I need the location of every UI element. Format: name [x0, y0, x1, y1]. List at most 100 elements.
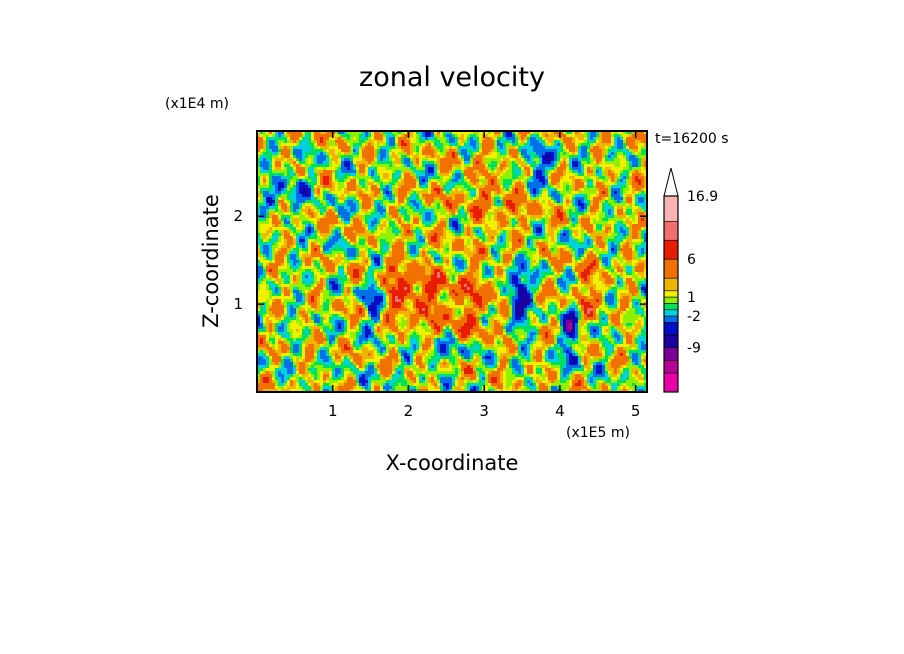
heatmap-cell [623, 284, 627, 288]
heatmap-cell [458, 158, 462, 162]
heatmap-cell [389, 149, 393, 153]
heatmap-cell [614, 170, 621, 174]
heatmap-cell [353, 305, 357, 309]
heatmap-cell [497, 284, 510, 288]
heatmap-cell [308, 242, 312, 246]
heatmap-cell [563, 176, 570, 180]
heatmap-cell [608, 263, 612, 267]
heatmap-cell [533, 296, 537, 300]
heatmap-cell [638, 260, 647, 264]
heatmap-cell [542, 143, 546, 147]
heatmap-cell [323, 212, 327, 216]
heatmap-cell [326, 266, 336, 270]
heatmap-cell [287, 251, 291, 255]
heatmap-cell [407, 230, 411, 234]
heatmap-cell [617, 269, 624, 273]
heatmap-cell [263, 203, 267, 207]
heatmap-cell [611, 185, 621, 189]
heatmap-cell [581, 305, 585, 309]
heatmap-cell [344, 260, 351, 264]
heatmap-cell [440, 218, 447, 222]
heatmap-cell [644, 218, 647, 222]
heatmap-cell [527, 191, 531, 195]
heatmap-cell [617, 143, 624, 147]
heatmap-cell [497, 137, 504, 141]
heatmap-cell [536, 296, 546, 300]
heatmap-cell [524, 206, 528, 210]
heatmap-cell [614, 209, 618, 213]
heatmap-cell [569, 167, 573, 171]
heatmap-cell [335, 182, 339, 186]
heatmap-cell [470, 287, 474, 291]
heatmap-cell [491, 215, 495, 219]
heatmap-cell [602, 131, 612, 135]
heatmap-cell [467, 182, 471, 186]
heatmap-cell [269, 212, 276, 216]
heatmap-cell [599, 200, 603, 204]
heatmap-cell [446, 140, 450, 144]
heatmap-cell [509, 260, 513, 264]
heatmap-cell [293, 296, 297, 300]
heatmap-cell [548, 266, 552, 270]
heatmap-cell [599, 260, 603, 264]
heatmap-cell [599, 146, 606, 150]
heatmap-cell [473, 245, 477, 249]
heatmap-cell [506, 239, 510, 243]
heatmap-cell [449, 287, 462, 291]
heatmap-cell [434, 212, 438, 216]
heatmap-cell [335, 209, 339, 213]
heatmap-cell [467, 266, 471, 270]
heatmap-cell [617, 233, 621, 237]
heatmap-cell [590, 251, 594, 255]
heatmap-cell [353, 158, 363, 162]
heatmap-cell [473, 182, 477, 186]
heatmap-cell [296, 188, 300, 192]
heatmap-cell [404, 230, 408, 234]
heatmap-cell [305, 179, 309, 183]
heatmap-cell [407, 305, 414, 309]
heatmap-cell [551, 248, 555, 252]
heatmap-cell [416, 281, 423, 285]
heatmap-cell [317, 269, 321, 273]
heatmap-cell [602, 236, 606, 240]
heatmap-cell [539, 290, 543, 294]
heatmap-cell [395, 191, 399, 195]
heatmap-cell [383, 299, 387, 303]
heatmap-cell [563, 158, 567, 162]
heatmap-cell [320, 146, 330, 150]
heatmap-cell [350, 191, 357, 195]
heatmap-cell [503, 257, 513, 261]
heatmap-cell [272, 251, 276, 255]
heatmap-cell [278, 218, 282, 222]
heatmap-cell [500, 188, 504, 192]
heatmap-cell [596, 299, 600, 303]
heatmap-cell [344, 185, 348, 189]
heatmap-cell [602, 149, 606, 153]
heatmap-cell [395, 185, 399, 189]
heatmap-cell [545, 281, 555, 285]
heatmap-cell [608, 302, 615, 306]
heatmap-cell [512, 260, 516, 264]
heatmap-cell [449, 173, 453, 177]
heatmap-cell [518, 176, 525, 180]
heatmap-cell [263, 218, 267, 222]
heatmap-cell [596, 239, 603, 243]
heatmap-cell [608, 245, 612, 249]
heatmap-cell [533, 158, 540, 162]
heatmap-cell [458, 224, 462, 228]
heatmap-cell [458, 188, 462, 192]
heatmap-cell [545, 224, 549, 228]
heatmap-cell [464, 227, 468, 231]
heatmap-cell [341, 293, 345, 297]
heatmap-cell [329, 164, 333, 168]
heatmap-cell [626, 206, 633, 210]
heatmap-cell [467, 233, 471, 237]
heatmap-cell [524, 245, 528, 249]
heatmap-cell [578, 275, 582, 279]
heatmap-cell [473, 272, 480, 276]
heatmap-cell [353, 272, 360, 276]
heatmap-cell [398, 296, 405, 300]
heatmap-cell [386, 278, 390, 282]
heatmap-cell [512, 188, 516, 192]
heatmap-cell [584, 254, 588, 258]
